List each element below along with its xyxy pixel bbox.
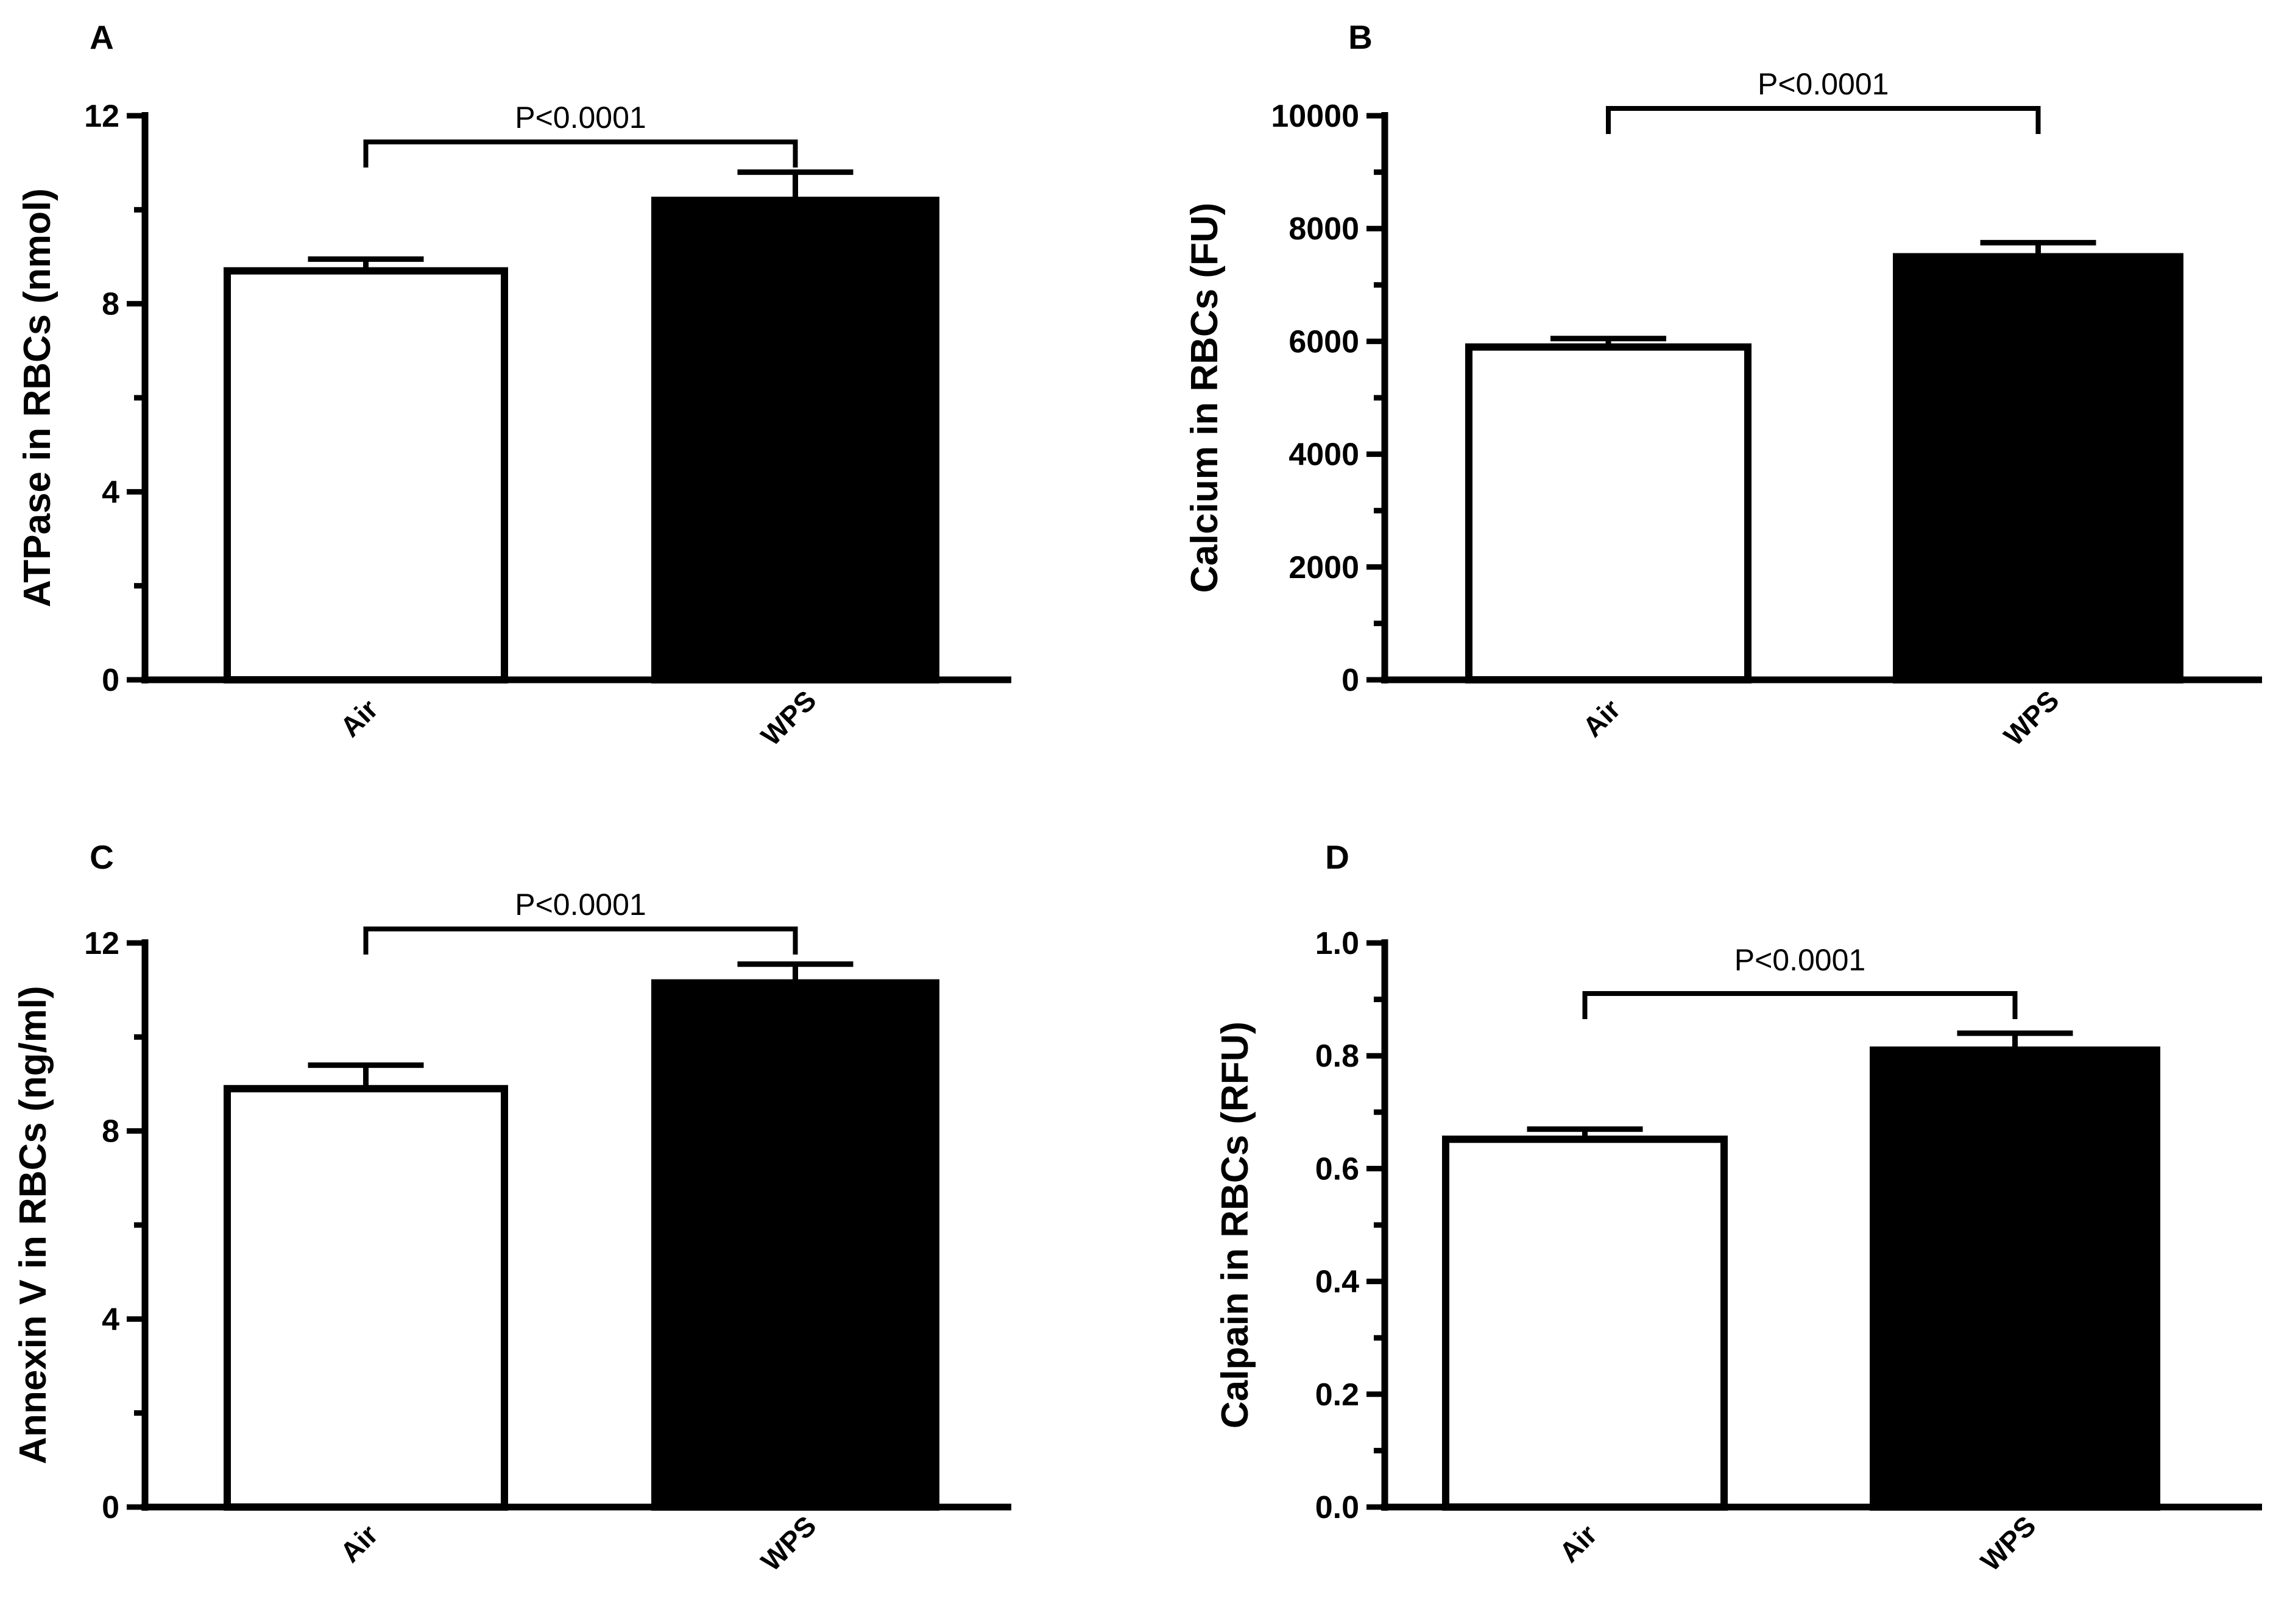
y-axis-title: ATPase in RBCs (nmol) <box>16 188 58 607</box>
panel-b: B Calcium in RBCs (FU) 0 2000 4000 6000 8000 10… <box>1184 18 2262 752</box>
panel-letter: A <box>90 18 114 56</box>
y-tick-label: 2000 <box>1289 550 1359 585</box>
x-category-label: WPS <box>755 1509 822 1577</box>
y-tick-label: 8 <box>102 1114 119 1149</box>
bar-air <box>1442 1135 1728 1511</box>
bar-air <box>1465 343 1752 683</box>
significance-label: P<0.0001 <box>515 888 646 922</box>
significance-bracket <box>363 927 798 955</box>
bar-air <box>224 267 508 683</box>
y-tick-label: 0 <box>102 663 119 698</box>
y-tick-label: 4 <box>102 1302 119 1337</box>
panel-letter: D <box>1325 838 1349 876</box>
x-category-label: Air <box>334 1519 384 1569</box>
y-axis-title: Calpain in RBCs (RFU) <box>1214 1022 1256 1428</box>
y-tick-label: 12 <box>84 926 119 961</box>
y-tick-label: 8000 <box>1289 211 1359 247</box>
y-tick-label: 0 <box>102 1490 119 1525</box>
x-category-label: WPS <box>755 684 822 752</box>
bar-air <box>224 1085 508 1511</box>
x-category-label: Air <box>1577 693 1627 743</box>
significance-bracket <box>1582 991 2018 1019</box>
y-tick-label: 0.0 <box>1315 1490 1359 1525</box>
panel-c: C Annexin V in RBCs (ng/ml) 0 4 8 12 Air WPS P<0… <box>12 838 1011 1577</box>
y-tick-label: 0.6 <box>1315 1151 1359 1187</box>
y-tick-label: 0.2 <box>1315 1377 1359 1413</box>
significance-label: P<0.0001 <box>515 101 646 135</box>
y-tick-label: 4 <box>102 475 119 510</box>
bar-wps <box>1870 1046 2160 1511</box>
y-tick-label: 0.4 <box>1315 1265 1359 1300</box>
panel-d: D Calpain in RBCs (RFU) 0.0 0.2 0.4 0.6 0.8 1.0… <box>1214 838 2262 1577</box>
y-tick-label: 4000 <box>1289 437 1359 473</box>
y-tick-label: 0.8 <box>1315 1039 1359 1074</box>
bar-wps <box>651 979 939 1511</box>
significance-label: P<0.0001 <box>1734 943 1865 977</box>
y-tick-label: 10000 <box>1271 99 1359 134</box>
bar-wps <box>651 196 939 683</box>
bar-wps <box>1893 253 2183 683</box>
x-category-label: Air <box>1553 1519 1603 1569</box>
y-tick-label: 6000 <box>1289 324 1359 359</box>
x-category-label: WPS <box>1974 1509 2042 1577</box>
y-axis-title: Calcium in RBCs (FU) <box>1184 203 1226 593</box>
significance-bracket <box>363 139 798 168</box>
panel-letter: B <box>1348 18 1373 56</box>
x-category-label: Air <box>334 693 384 743</box>
significance-bracket <box>1606 106 2041 134</box>
y-axis-title: Annexin V in RBCs (ng/ml) <box>12 986 54 1464</box>
y-tick-label: 12 <box>84 99 119 134</box>
y-tick-label: 1.0 <box>1315 926 1359 961</box>
panel-a: A ATPase in RBCs (nmol) 0 4 8 12 Air WPS P<0.000… <box>16 18 1011 752</box>
x-category-label: WPS <box>1998 684 2065 752</box>
panel-letter: C <box>90 838 114 876</box>
y-tick-label: 8 <box>102 287 119 322</box>
y-tick-label: 0 <box>1342 663 1359 698</box>
significance-label: P<0.0001 <box>1758 67 1889 101</box>
